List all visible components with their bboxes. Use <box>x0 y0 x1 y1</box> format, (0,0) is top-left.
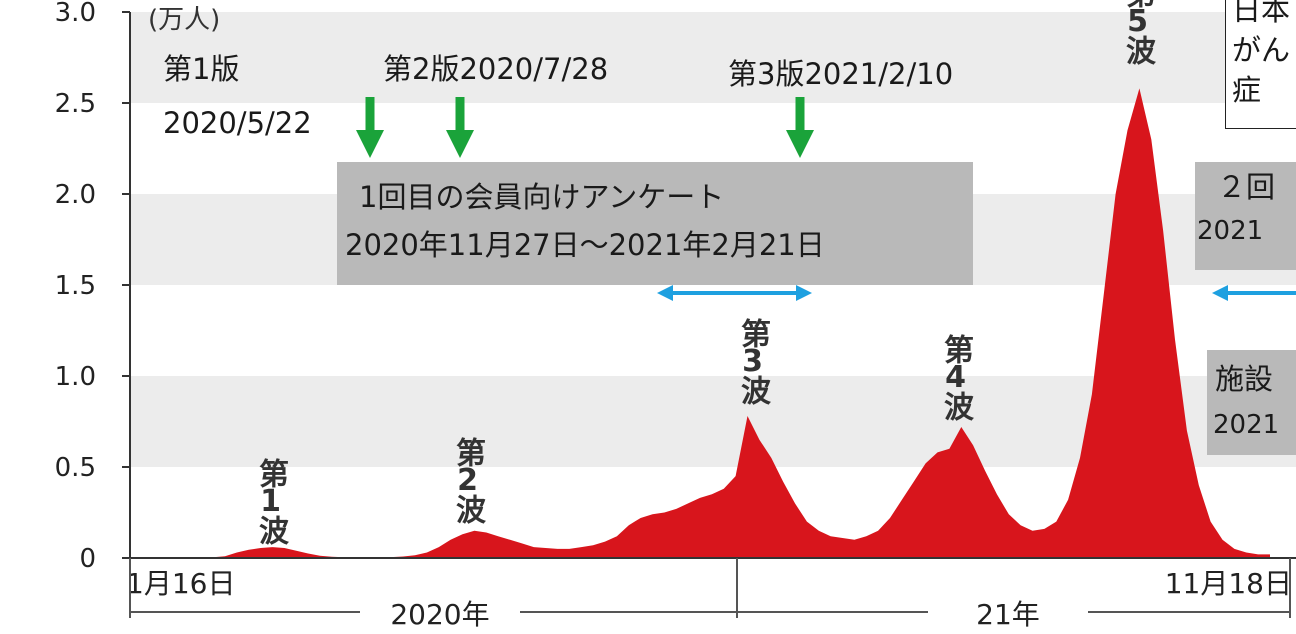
wave-label: 第1波 <box>253 458 288 541</box>
y-tick-label: 1.0 <box>55 362 96 392</box>
survey-text: 1回目の会員向けアンケート <box>359 180 725 214</box>
y-tick-label: 2.0 <box>55 180 96 210</box>
year-label-bg <box>928 596 1088 630</box>
edition-date: 2020/5/22 <box>163 106 312 140</box>
year-label: 2020年 <box>390 598 489 631</box>
x-tick-label: 11月18日 <box>1165 567 1292 600</box>
wave-label: 第4波 <box>938 334 973 417</box>
note-box: 日本 がん 症 <box>1225 0 1296 129</box>
edition-arrow-head <box>356 130 384 158</box>
year-label-bg <box>360 596 520 630</box>
y-tick-label: 3.0 <box>55 0 96 28</box>
survey-box: 1回目の会員向けアンケート 2020年11月27日～2021年2月21日 <box>337 162 973 285</box>
survey-text: 2020年11月27日～2021年2月21日 <box>345 228 825 262</box>
area <box>130 88 1270 559</box>
y-tick-label: 1.5 <box>55 271 96 301</box>
wave-label: 第2波 <box>450 437 485 520</box>
edition-label: 第1版 <box>163 52 240 86</box>
wave-label: 第3波 <box>735 318 770 401</box>
survey-text: 2021 <box>1197 216 1264 246</box>
note-text: がん <box>1232 33 1291 67</box>
year-label: 21年 <box>976 598 1040 631</box>
y-tick-label: 0.5 <box>55 453 96 483</box>
edition-arrow-head <box>446 130 474 158</box>
facility-text: 施設 <box>1215 362 1274 396</box>
note-text: 日本 <box>1232 0 1291 27</box>
facility-box: 施設 2021 <box>1207 350 1296 455</box>
edition-label: 第3版2021/2/10 <box>728 57 954 91</box>
period-arrow-head <box>1212 285 1228 301</box>
edition-label: 第2版2020/7/28 <box>383 52 609 86</box>
note-text: 症 <box>1232 73 1262 107</box>
facility-text: 2021 <box>1213 410 1280 440</box>
period-arrow-head <box>796 285 812 301</box>
y-tick-label: 0 <box>79 544 96 574</box>
x-tick-label: 1月16日 <box>126 567 235 600</box>
band <box>130 12 1296 103</box>
survey-box: ２回 2021 <box>1195 162 1296 270</box>
period-arrow-head <box>657 285 673 301</box>
edition-arrow-head <box>786 130 814 158</box>
wave-label: 第5波 <box>1120 0 1155 61</box>
survey-text: ２回 <box>1217 170 1276 204</box>
y-axis-label: (万人) <box>148 5 220 35</box>
y-tick-label: 2.5 <box>55 89 96 119</box>
